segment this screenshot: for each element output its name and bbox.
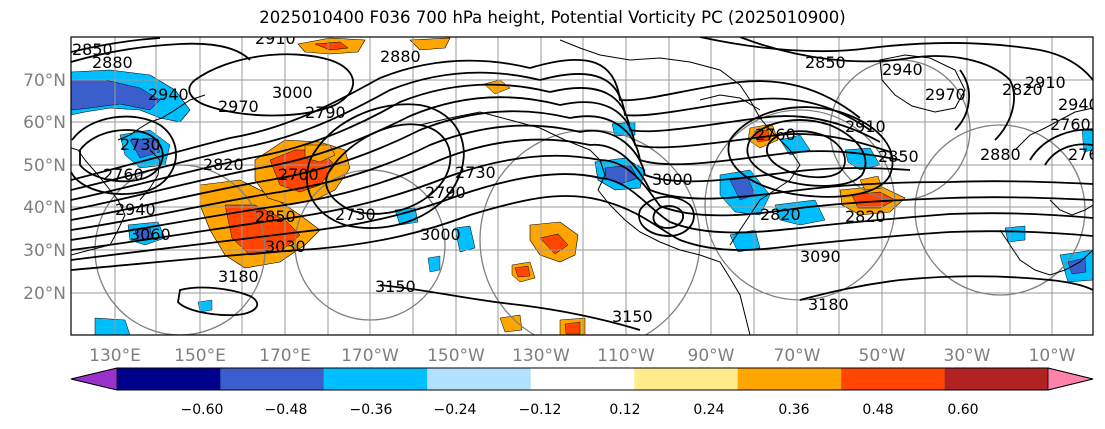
- coastlines: [71, 39, 1093, 335]
- lon-label: 50°W: [859, 346, 906, 366]
- colorbar-box: [530, 368, 635, 390]
- contour-label: 2910: [845, 117, 886, 136]
- map-layers: 2850 2880 2910 2880 2850 2940 2970 2820 …: [71, 29, 1105, 335]
- contour-label: 2820: [203, 155, 244, 174]
- contour-label: 2760: [1050, 115, 1091, 134]
- colorbar-tick-label: −0.24: [434, 402, 477, 418]
- contour-label: 2850: [255, 207, 296, 226]
- colorbar-box: [737, 368, 842, 390]
- contour-label: 2760: [1068, 145, 1105, 164]
- lon-label: 170°E: [259, 346, 311, 366]
- contour-label: 2940: [1058, 95, 1099, 114]
- colorbar-tick-label: 0.24: [693, 402, 724, 418]
- contour-label: 3150: [375, 277, 416, 296]
- colorbar-box: [841, 368, 945, 390]
- lon-label: 130°W: [512, 346, 570, 366]
- contour-label: 3180: [218, 267, 259, 286]
- contour-label: 2970: [218, 97, 259, 116]
- contour-label: 3090: [800, 247, 841, 266]
- map-title: 2025010400 F036 700 hPa height, Potentia…: [259, 8, 846, 27]
- colorbar-tick-label: −0.36: [350, 402, 393, 418]
- colorbar-tick-label: −0.48: [265, 402, 308, 418]
- contour-label: 2940: [115, 200, 156, 219]
- lon-label: 90°W: [688, 346, 735, 366]
- colorbar-tick-label: 0.48: [862, 402, 893, 418]
- lat-label: 20°N: [23, 284, 66, 304]
- colorbar-box: [220, 368, 324, 390]
- contour-label: 2850: [72, 40, 113, 59]
- lon-label: 110°W: [597, 346, 655, 366]
- latitude-labels: 70°N 60°N 50°N 40°N 30°N 20°N: [23, 71, 66, 304]
- colorbar-tick-label: −0.12: [519, 402, 562, 418]
- contour-label: 2790: [305, 103, 346, 122]
- lon-label: 150°W: [427, 346, 485, 366]
- contour-label: 2820: [845, 207, 886, 226]
- colorbar-tick-label: 0.60: [947, 402, 978, 418]
- lon-label: 170°W: [341, 346, 399, 366]
- contour-label: 2850: [878, 147, 919, 166]
- contour-label: 2730: [455, 163, 496, 182]
- colorbar-box: [634, 368, 738, 390]
- contour-label: 2880: [92, 53, 133, 72]
- colorbar-boxes: [70, 367, 1094, 391]
- colorbar-box: [427, 368, 531, 390]
- colorbar: −0.60 −0.48 −0.36 −0.24 −0.12 0.12 0.24 …: [70, 367, 1094, 418]
- colorbar-tick-labels: −0.60 −0.48 −0.36 −0.24 −0.12 0.12 0.24 …: [181, 402, 979, 418]
- contour-label: 3060: [130, 225, 171, 244]
- contour-label: 2970: [925, 85, 966, 104]
- contour-label: 3000: [420, 225, 461, 244]
- contour-label: 2910: [1025, 73, 1066, 92]
- contour-label: 2880: [380, 47, 421, 66]
- map-frame: [70, 36, 1094, 336]
- contour-label: 2820: [760, 205, 801, 224]
- contour-label: 2760: [755, 125, 796, 144]
- contour-label: 2730: [120, 135, 161, 154]
- contour-label: 2940: [882, 60, 923, 79]
- lat-label: 60°N: [23, 113, 66, 133]
- colorbar-extend-max: [1047, 367, 1094, 391]
- colorbar-tick-label: 0.12: [609, 402, 640, 418]
- pv-positive-shading: [199, 37, 906, 335]
- lon-label: 70°W: [774, 346, 821, 366]
- colorbar-box: [117, 368, 221, 390]
- colorbar-frame: [70, 367, 1094, 391]
- colorbar-box: [323, 368, 428, 390]
- lon-label: 10°W: [1029, 346, 1076, 366]
- contour-label: 2940: [148, 85, 189, 104]
- colorbar-tick-label: −0.60: [181, 402, 224, 418]
- lat-label: 50°N: [23, 156, 66, 176]
- colorbar-tick-label: 0.36: [778, 402, 809, 418]
- contour-label: 3150: [612, 307, 653, 326]
- lat-label: 30°N: [23, 241, 66, 261]
- longitude-labels: 130°E 150°E 170°E 170°W 150°W 130°W 110°…: [89, 346, 1076, 366]
- contour-label: 2820: [1002, 80, 1043, 99]
- contour-label: 2700: [278, 165, 319, 184]
- contour-label: 3030: [265, 237, 306, 256]
- contour-label: 2790: [425, 183, 466, 202]
- colorbar-box: [944, 368, 1048, 390]
- range-circles: [94, 59, 1086, 335]
- contour-label: 2880: [980, 145, 1021, 164]
- lat-label: 40°N: [23, 198, 66, 218]
- contour-label: 3000: [652, 170, 693, 189]
- lon-label: 150°E: [174, 346, 226, 366]
- lat-label: 70°N: [23, 71, 66, 91]
- contour-label: 2760: [103, 165, 144, 184]
- lon-label: 30°W: [944, 346, 991, 366]
- contour-label-group: 2850 2880 2910 2880 2850 2940 2970 2820 …: [72, 29, 1105, 326]
- height-contours: [71, 37, 1093, 331]
- contour-label: 3180: [808, 295, 849, 314]
- contour-label: 2910: [255, 29, 296, 48]
- contour-label: 2850: [805, 53, 846, 72]
- lon-label: 130°E: [89, 346, 141, 366]
- colorbar-extend-min: [70, 367, 118, 391]
- contour-label: 3000: [272, 83, 313, 102]
- contour-label: 2730: [335, 205, 376, 224]
